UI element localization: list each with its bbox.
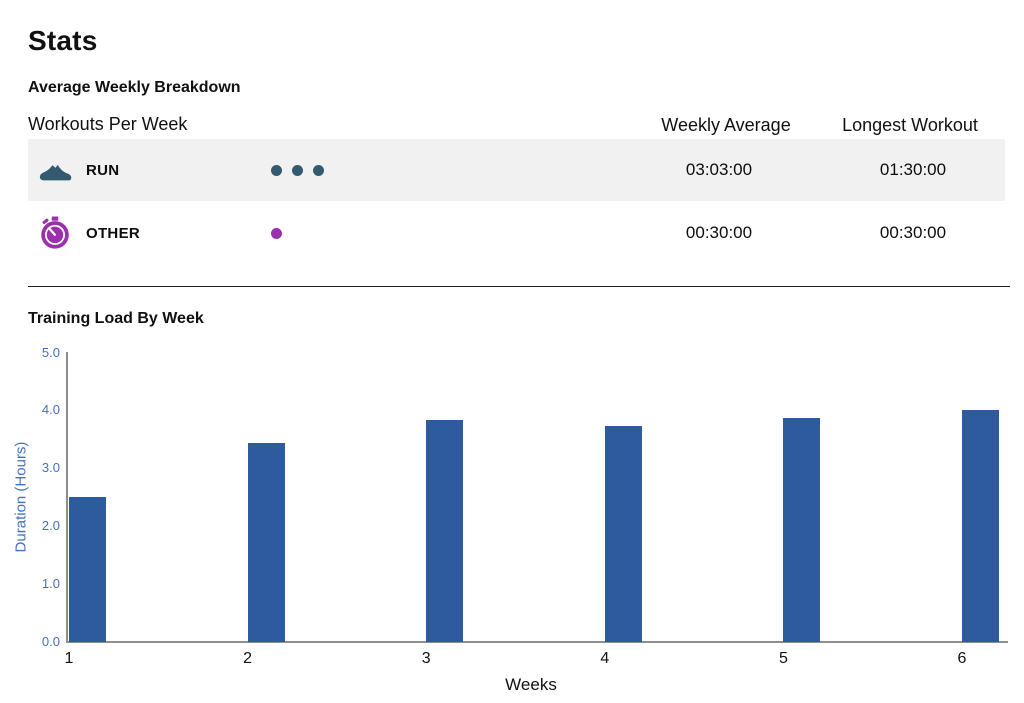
- bar-week-3: [426, 420, 464, 642]
- run-row-left: RUN: [37, 139, 119, 201]
- x-tick-label: 2: [243, 650, 253, 667]
- column-header-longest-workout: Longest Workout: [842, 115, 978, 135]
- workout-frequency-dot: [271, 164, 282, 176]
- page-title: Stats: [28, 24, 98, 56]
- y-tick-label: 1.0: [41, 576, 60, 592]
- workout-frequency-dot: [292, 164, 303, 176]
- workout-frequency-dot: [313, 164, 324, 176]
- run-shoe-icon: [37, 152, 73, 188]
- x-tick-label: 4: [600, 650, 610, 667]
- column-header-workouts-per-week: Workouts Per Week: [28, 114, 188, 134]
- other-workouts-dots: [271, 201, 282, 265]
- other-weekly-average-value: 00:30:00: [685, 223, 753, 242]
- x-tick-label: 3: [421, 650, 431, 667]
- x-tick-label: 6: [957, 650, 967, 667]
- bar-week-4: [604, 426, 642, 642]
- y-tick-label: 2.0: [41, 518, 60, 534]
- column-header-weekly-average: Weekly Average: [661, 115, 791, 135]
- bar-week-1: [69, 497, 106, 642]
- stopwatch-icon: [37, 215, 73, 251]
- breakdown-section-heading: Average Weekly Breakdown: [28, 79, 241, 96]
- run-workouts-dots: [271, 139, 324, 201]
- bar-week-6: [962, 410, 999, 642]
- x-axis-title: Weeks: [505, 675, 557, 694]
- workout-frequency-dot: [271, 227, 282, 239]
- run-longest-workout-value: 01:30:00: [879, 160, 947, 179]
- x-tick-label: 1: [64, 650, 74, 667]
- y-tick-label: 0.0: [41, 634, 60, 649]
- x-tick-label: 5: [778, 650, 788, 667]
- other-longest-workout-value: 00:30:00: [879, 223, 947, 242]
- table-row-run: RUN 03:03:00 01:30:00: [28, 139, 1005, 201]
- row-label-run: RUN: [86, 161, 120, 179]
- chart-section-heading: Training Load By Week: [28, 310, 204, 327]
- x-axis-line: [66, 641, 1008, 643]
- y-tick-label: 4.0: [41, 402, 60, 418]
- row-label-other: OTHER: [86, 224, 140, 242]
- bar-week-2: [247, 443, 285, 642]
- table-row-other: OTHER 00:30:00 00:30:00: [28, 201, 1005, 265]
- y-tick-label: 3.0: [41, 460, 60, 476]
- y-tick-label: 5.0: [41, 344, 60, 360]
- y-axis-line: [66, 352, 68, 643]
- y-axis-title: Duration (Hours): [12, 441, 30, 553]
- other-row-left: OTHER: [37, 201, 140, 265]
- bar-week-5: [783, 418, 821, 642]
- run-weekly-average-value: 03:03:00: [685, 160, 753, 179]
- section-divider: [28, 286, 1010, 287]
